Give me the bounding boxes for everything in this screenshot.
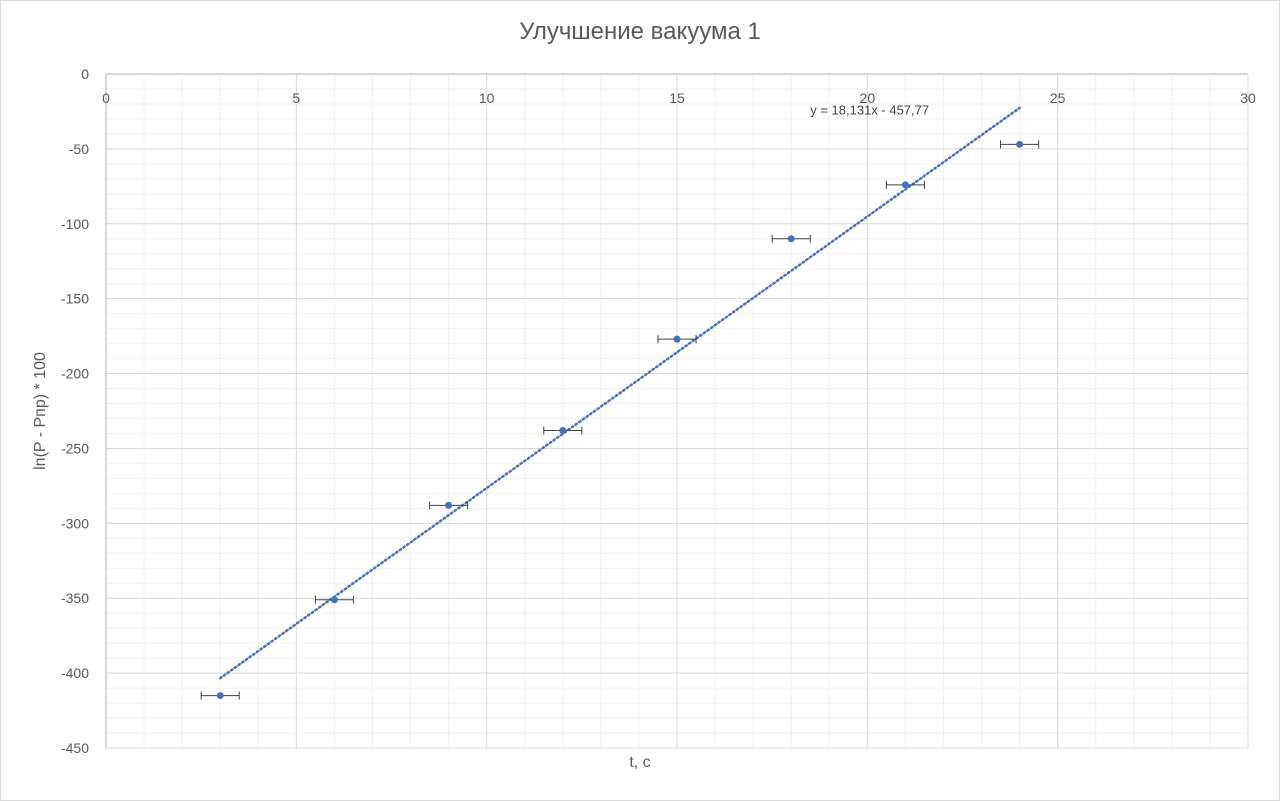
y-tick-label: -100 xyxy=(61,216,89,232)
trendline xyxy=(218,106,1021,680)
data-point xyxy=(901,181,909,189)
y-tick-label: -350 xyxy=(61,590,89,606)
y-tick-label: -400 xyxy=(61,665,89,681)
major-gridlines xyxy=(105,73,1249,749)
y-tick-label: -150 xyxy=(61,291,89,307)
y-tick-label: -200 xyxy=(61,366,89,382)
x-axis-label: t, с xyxy=(629,754,651,771)
axes xyxy=(105,73,1248,748)
tick-labels: 0 5 10 15 20 25 30 0 -50 -100 -150 -200 -250 -300 -350… xyxy=(61,66,1256,756)
data-point xyxy=(216,692,224,700)
y-tick-label: -450 xyxy=(61,740,89,756)
y-tick-label: -50 xyxy=(69,141,89,157)
x-tick-label: 30 xyxy=(1240,90,1256,106)
trendline-group xyxy=(218,106,1021,680)
trendline-equation: y = 18,131x - 457,77 xyxy=(810,102,929,117)
x-tick-label: 15 xyxy=(669,90,685,106)
data-point xyxy=(673,335,681,343)
data-points xyxy=(216,140,1024,700)
y-tick-label: -250 xyxy=(61,440,89,456)
data-point xyxy=(559,426,567,434)
data-point xyxy=(787,235,795,243)
data-point xyxy=(330,596,338,604)
x-tick-label: 25 xyxy=(1050,90,1066,106)
x-tick-label: 0 xyxy=(102,90,110,106)
chart-title: Улучшение вакуума 1 xyxy=(519,18,761,45)
x-tick-label: 10 xyxy=(479,90,495,106)
x-tick-label: 20 xyxy=(860,90,876,106)
data-point xyxy=(445,501,453,509)
data-point xyxy=(1016,140,1024,148)
y-tick-label: 0 xyxy=(81,66,89,82)
x-tick-label: 5 xyxy=(292,90,300,106)
y-tick-label: -300 xyxy=(61,515,89,531)
